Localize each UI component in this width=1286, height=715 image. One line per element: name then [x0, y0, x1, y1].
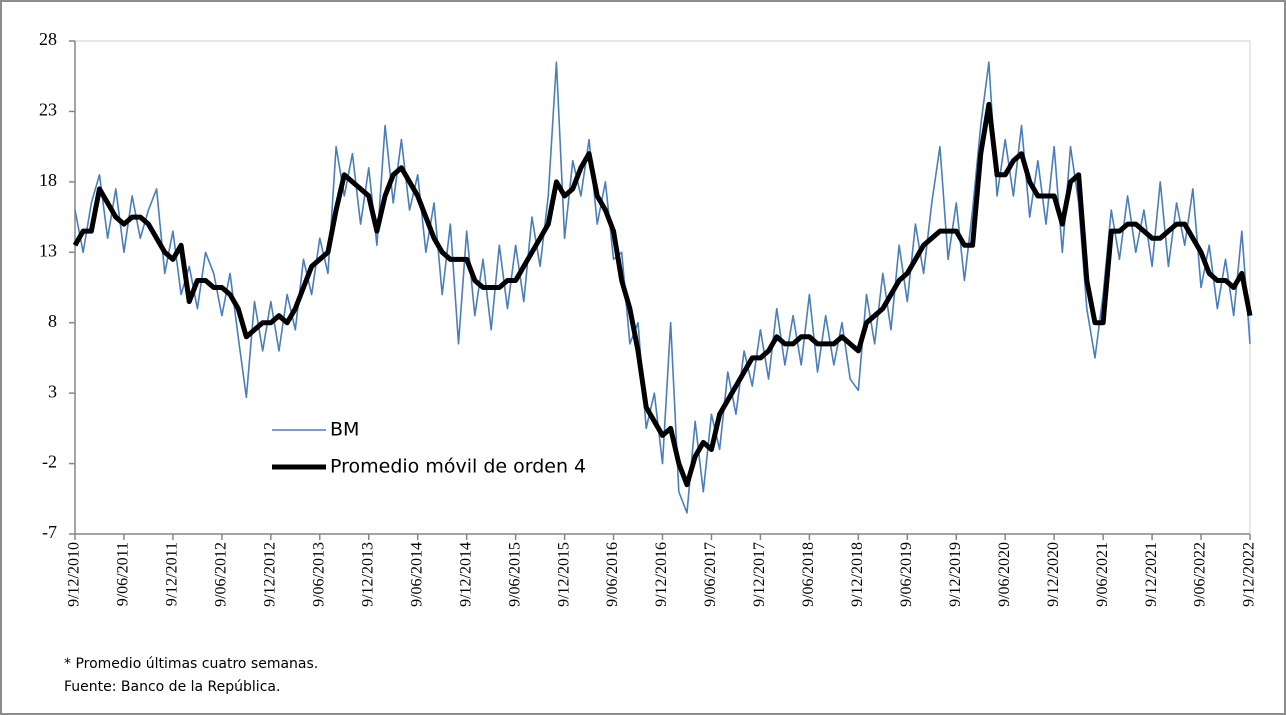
x-tick-label: 9/12/2022 — [1241, 542, 1258, 607]
y-tick-label: 8 — [48, 311, 57, 331]
y-tick-label: 23 — [39, 100, 57, 120]
x-tick-label: 9/12/2014 — [457, 542, 474, 607]
series-line — [74, 61, 1251, 514]
x-tick-label: 9/12/2011 — [164, 542, 181, 606]
x-tick-label: 9/12/2015 — [555, 542, 572, 607]
note: * Promedio últimas cuatro semanas. — [64, 656, 318, 672]
x-tick-label: 9/06/2017 — [702, 542, 719, 607]
x-tick-label: 9/12/2012 — [262, 542, 279, 607]
y-tick-label: -7 — [42, 522, 57, 542]
y-tick-label: 28 — [39, 29, 57, 49]
y-tick-label: 3 — [48, 381, 57, 401]
y-tick-label: -2 — [42, 452, 57, 472]
x-tick-label: 9/06/2013 — [310, 542, 327, 607]
series-line — [72, 101, 1253, 488]
x-tick-label: 9/06/2018 — [800, 542, 817, 607]
x-tick-label: 9/12/2017 — [751, 542, 768, 607]
x-tick-label: 9/06/2015 — [506, 542, 523, 607]
x-tick-label: 9/06/2019 — [898, 542, 915, 607]
x-tick-label: 9/06/2022 — [1192, 542, 1209, 607]
legend-label: BM — [330, 419, 359, 441]
x-tick-label: 9/12/2013 — [359, 542, 376, 607]
x-tick-label: 9/06/2016 — [604, 542, 621, 607]
x-tick-label: 9/12/2016 — [653, 542, 670, 607]
legend-label: Promedio móvil de orden 4 — [330, 456, 586, 478]
x-tick-label: 9/12/2020 — [1045, 542, 1062, 607]
x-tick-label: 9/12/2021 — [1143, 542, 1160, 607]
x-tick-label: 9/06/2020 — [996, 542, 1013, 607]
note: Fuente: Banco de la República. — [64, 679, 280, 695]
y-tick-label: 13 — [39, 240, 57, 260]
y-tick-label: 18 — [39, 170, 57, 190]
x-tick-label: 9/06/2014 — [408, 542, 425, 607]
x-tick-label: 9/06/2021 — [1094, 542, 1111, 607]
x-tick-label: 9/06/2011 — [115, 542, 132, 606]
x-tick-label: 9/12/2018 — [849, 542, 866, 607]
x-tick-label: 9/06/2012 — [213, 542, 230, 607]
x-tick-label: 9/12/2010 — [66, 542, 83, 607]
x-tick-label: 9/12/2019 — [947, 542, 964, 607]
